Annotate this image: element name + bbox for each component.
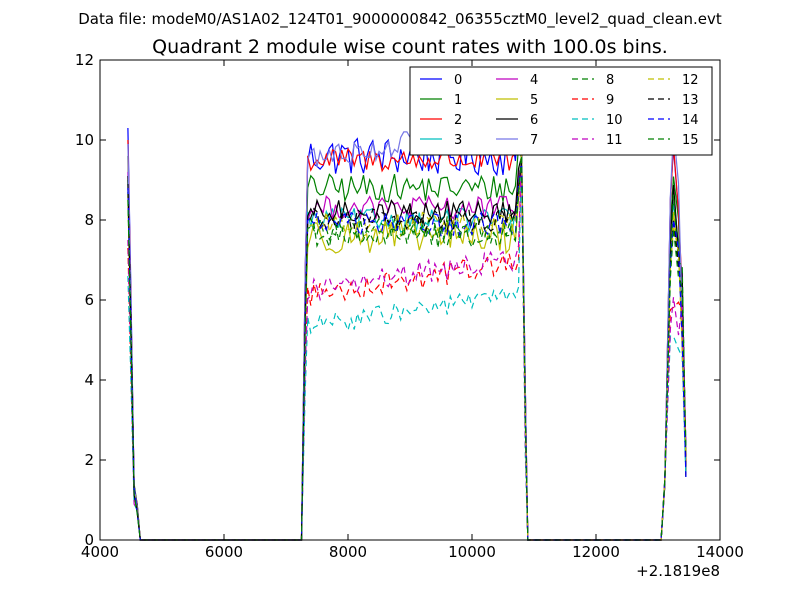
series-line-9	[127, 161, 687, 541]
legend-label-0: 0	[454, 73, 462, 88]
x-axis-offset-label: +2.1819e8	[636, 562, 720, 580]
chart-title: Quadrant 2 module wise count rates with …	[152, 36, 668, 58]
series-line-5	[127, 159, 687, 541]
y-tick-label: 12	[75, 51, 94, 69]
legend-label-13: 13	[682, 93, 699, 108]
y-tick-label: 6	[84, 291, 94, 309]
series-line-15	[127, 155, 687, 541]
legend-label-4: 4	[530, 73, 538, 88]
series-layer	[127, 113, 687, 541]
legend-label-3: 3	[454, 133, 462, 148]
legend-label-11: 11	[606, 133, 623, 148]
y-tick-label: 4	[84, 371, 94, 389]
y-tick-label: 8	[84, 211, 94, 229]
legend-label-15: 15	[682, 133, 699, 148]
x-tick-label: 4000	[81, 543, 119, 561]
x-tick-label: 10000	[448, 543, 496, 561]
chart-suptitle: Data file: modeM0/AS1A02_124T01_90000008…	[78, 10, 722, 29]
series-line-4	[127, 163, 687, 541]
legend-label-14: 14	[682, 113, 699, 128]
y-tick-label: 0	[84, 531, 94, 549]
legend-label-2: 2	[454, 113, 462, 128]
legend-box	[409, 66, 713, 156]
legend-label-5: 5	[530, 93, 538, 108]
x-tick-label: 12000	[572, 543, 620, 561]
y-tick-label: 2	[84, 451, 94, 469]
legend-label-6: 6	[530, 113, 538, 128]
legend-label-7: 7	[530, 133, 538, 148]
y-tick-label: 10	[75, 131, 94, 149]
series-line-11	[127, 153, 687, 541]
series-line-13	[127, 162, 687, 541]
x-tick-label: 6000	[205, 543, 243, 561]
legend-label-12: 12	[682, 73, 699, 88]
series-line-0	[127, 120, 687, 541]
legend-label-1: 1	[454, 93, 462, 108]
legend-label-10: 10	[606, 113, 623, 128]
legend-label-9: 9	[606, 93, 614, 108]
x-tick-label: 8000	[329, 543, 367, 561]
series-line-12	[127, 150, 687, 541]
x-tick-label: 14000	[696, 543, 744, 561]
legend-label-8: 8	[606, 73, 614, 88]
series-line-14	[127, 158, 687, 541]
series-line-1	[127, 147, 687, 541]
series-line-6	[127, 156, 687, 541]
series-line-10	[127, 157, 687, 541]
series-line-8	[127, 148, 687, 541]
